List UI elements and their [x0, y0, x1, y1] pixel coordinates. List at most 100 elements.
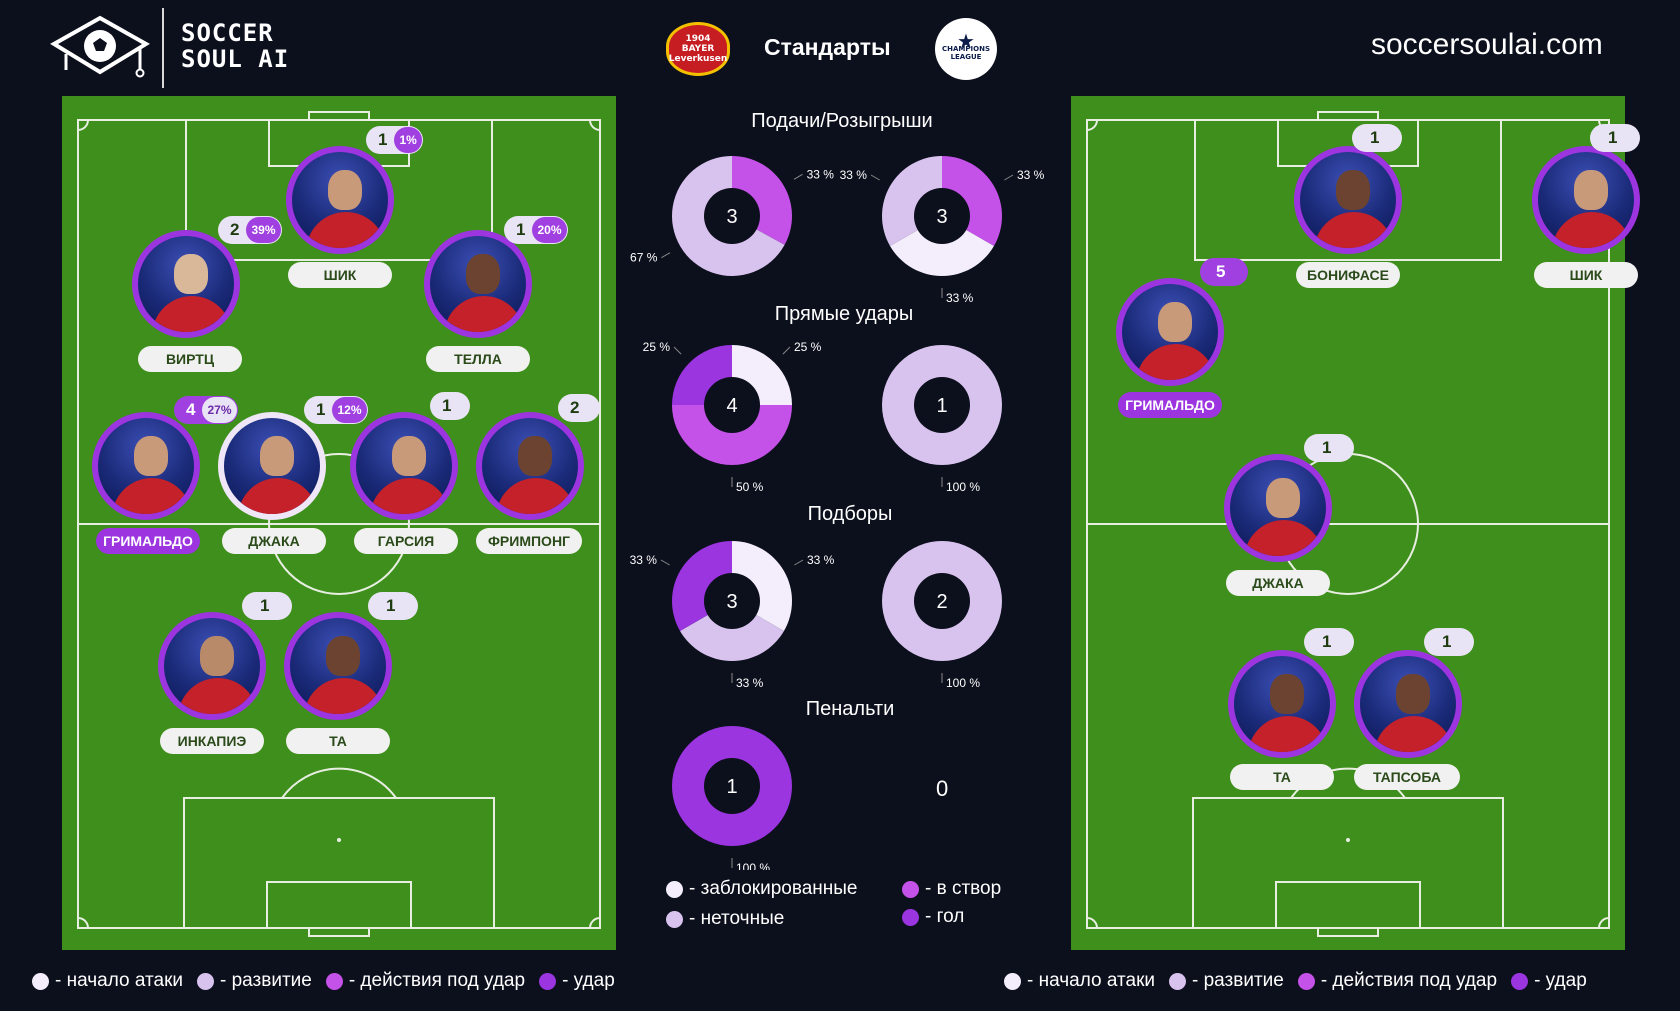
player-name-tag: ДЖАКА	[1226, 570, 1330, 596]
page-title: Стандарты	[764, 34, 891, 60]
center-legend-on-target: - в створ	[902, 878, 1001, 900]
legend-dot	[666, 910, 683, 928]
right-pitch-lines	[1086, 111, 1610, 937]
legend-dot	[325, 972, 343, 990]
player-avatar	[92, 412, 200, 520]
section-title-crosses: Подачи/Розыгрыши	[751, 110, 933, 132]
legend-dot	[666, 880, 683, 898]
legend-start-attack: - начало атаки	[1004, 970, 1155, 992]
donut-hole	[704, 188, 760, 244]
donut-total: 2	[936, 591, 947, 613]
player-name-tag: ВИРТЦ	[138, 346, 242, 372]
donut-charts: 33 % 67 % 3 33 % 33 % 33 % 3 25 % 50 % 25 % 4 100 %…	[630, 156, 1045, 870]
player-count-badge: 5	[1200, 258, 1249, 286]
slice-leader-line	[660, 559, 670, 566]
player-name-tag: ТЕЛЛА	[426, 346, 530, 372]
slice-leader-line	[793, 173, 803, 180]
player-avatar	[1228, 650, 1336, 758]
player-count-badge: 1 12%	[304, 396, 368, 424]
slice-label: 50 %	[736, 480, 764, 494]
slice-leader-line	[782, 346, 791, 355]
player-count-badge: 1	[1424, 628, 1475, 656]
legend-pre-shot: - действия под удар	[325, 970, 525, 992]
legend-start-attack: - начало атаки	[32, 970, 183, 992]
donut-slice	[890, 216, 994, 276]
player-name-tag: ТА	[1230, 764, 1334, 790]
slice-label: 33 %	[1017, 168, 1045, 182]
center-legend-blocked: - заблокированные	[666, 878, 858, 900]
logo-icon	[50, 14, 150, 84]
legend-dot	[1169, 972, 1186, 990]
crest-text: 1904 BAYER Leverkusen	[668, 34, 728, 64]
legend-dot	[1004, 972, 1021, 990]
brand-separator	[162, 8, 164, 88]
slice-label: 33 %	[736, 676, 764, 690]
slice-label: 25 %	[794, 340, 822, 354]
player-name-tag: ШИК	[1534, 262, 1638, 288]
leverkusen-crest-icon: 1904 BAYER Leverkusen	[666, 22, 730, 76]
center-legend-inaccurate: - неточные	[666, 908, 784, 930]
slice-label: 100 %	[736, 861, 770, 870]
player-avatar	[350, 412, 458, 520]
slice-label: 100 %	[946, 676, 980, 690]
left-pitch-lines	[77, 111, 601, 937]
player-avatar	[476, 412, 584, 520]
center-legend-goal: - гол	[902, 906, 964, 928]
legend-development: - развитие	[197, 970, 312, 992]
slice-leader-line	[661, 252, 671, 259]
donut-total: 4	[726, 395, 737, 417]
player-name-tag: БОНИФАСЕ	[1296, 262, 1400, 288]
player-avatar	[284, 612, 392, 720]
donut-hole	[704, 758, 760, 814]
legend-dot	[902, 880, 919, 898]
player-avatar	[286, 146, 394, 254]
player-avatar	[218, 412, 326, 520]
player-count-badge: 2 39%	[218, 216, 282, 244]
legend-dot	[1511, 972, 1529, 990]
donut-total: 1	[936, 395, 947, 417]
slice-leader-line	[1004, 174, 1014, 181]
player-count-badge: 1 1%	[366, 126, 423, 154]
donut-hole	[704, 377, 760, 433]
player-count-badge: 1	[1304, 434, 1355, 462]
donut-hole	[914, 188, 970, 244]
slice-label: 67 %	[630, 251, 658, 265]
section-title-direct: Прямые удары	[774, 303, 914, 325]
legend-dot	[902, 908, 919, 926]
player-count-badge: 1	[1590, 124, 1641, 152]
player-avatar	[132, 230, 240, 338]
donut-total: 3	[726, 206, 737, 228]
player-avatar	[1532, 146, 1640, 254]
player-name-tag: ТАПСОБА	[1354, 764, 1460, 790]
legend-dot	[1297, 972, 1315, 990]
player-name-tag: ДЖАКА	[222, 528, 326, 554]
donut-hole	[704, 573, 760, 629]
donut-slice	[672, 405, 792, 465]
ucl-text: CHAMPIONS LEAGUE	[942, 45, 990, 61]
player-name-tag: ШИК	[288, 262, 392, 288]
legend-dot	[32, 972, 49, 990]
player-name-tag: ИНКАПИЭ	[160, 728, 264, 754]
slice-leader-line	[673, 346, 682, 355]
bottom-legend-right: - начало атаки - развитие - действия под…	[1004, 970, 1587, 992]
player-name-tag: ГРИМАЛЬДО	[1118, 392, 1222, 418]
legend-pre-shot: - действия под удар	[1297, 970, 1497, 992]
player-count-badge: 1	[1304, 628, 1355, 656]
player-name-tag: ФРИМПОНГ	[476, 528, 582, 554]
section-title-penalties: Пенальти	[805, 698, 895, 720]
brand-name: SOCCER SOUL AI	[181, 20, 289, 72]
player-count-badge: 2	[558, 394, 601, 422]
slice-label: 100 %	[946, 480, 980, 494]
slice-leader-line	[870, 174, 880, 181]
player-count-badge: 1	[368, 592, 419, 620]
slice-label: 33 %	[807, 553, 835, 567]
legend-shot: - удар	[1511, 970, 1587, 992]
player-avatar	[158, 612, 266, 720]
player-avatar	[1116, 278, 1224, 386]
player-avatar	[1224, 454, 1332, 562]
legend-dot	[539, 972, 557, 990]
slice-label: 33 %	[946, 291, 974, 305]
bottom-legend-left: - начало атаки - развитие - действия под…	[32, 970, 615, 992]
site-url[interactable]: soccersoulai.com	[1371, 28, 1603, 61]
player-name-tag: ГАРСИЯ	[354, 528, 458, 554]
